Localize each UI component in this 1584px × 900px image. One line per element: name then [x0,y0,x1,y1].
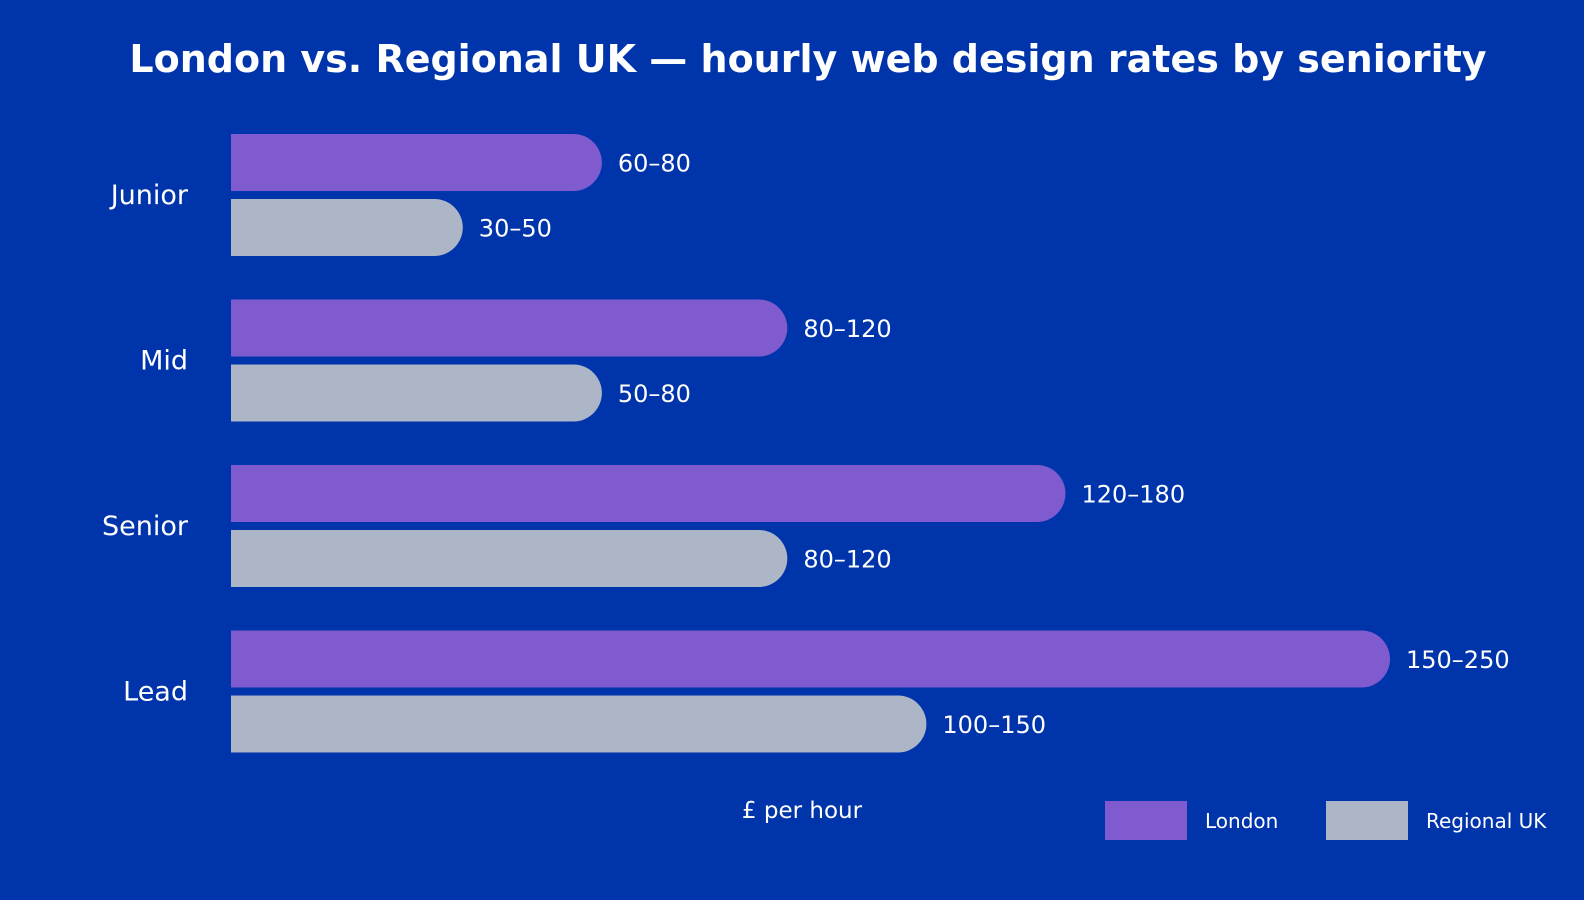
value-label-regional-uk-mid: 50–80 [618,380,691,408]
bar-regional-uk-senior [231,530,788,587]
legend: London Regional UK [1105,801,1547,840]
bars [231,134,1390,753]
category-label-lead: Lead [123,677,188,708]
chart-title: London vs. Regional UK — hourly web desi… [129,37,1486,81]
category-label-mid: Mid [140,346,188,377]
legend-label-london: London [1205,809,1278,833]
bar-london-junior [231,134,602,191]
bar-regional-uk-lead [231,695,927,753]
category-label-junior: Junior [109,180,189,211]
legend-label-regional-uk: Regional UK [1426,809,1547,833]
legend-swatch-regional-uk [1326,801,1408,840]
value-label-regional-uk-junior: 30–50 [479,215,552,243]
category-labels: Junior Mid Senior Lead [102,180,189,708]
value-label-london-senior: 120–180 [1081,481,1185,509]
value-label-regional-uk-senior: 80–120 [803,546,891,574]
value-label-london-mid: 80–120 [803,315,891,343]
value-labels: 60–80 30–50 80–120 50–80 120–180 80–120 150–25… [479,150,1510,740]
bar-london-lead [231,630,1390,688]
category-label-senior: Senior [102,511,189,542]
bar-regional-uk-mid [231,364,602,422]
legend-swatch-london [1105,801,1187,840]
value-label-london-lead: 150–250 [1406,646,1510,674]
bar-london-mid [231,299,788,357]
x-axis-label: £ per hour [742,798,863,824]
value-label-regional-uk-lead: 100–150 [942,711,1046,739]
value-label-london-junior: 60–80 [618,150,691,178]
bar-regional-uk-junior [231,199,463,256]
bar-london-senior [231,465,1066,522]
